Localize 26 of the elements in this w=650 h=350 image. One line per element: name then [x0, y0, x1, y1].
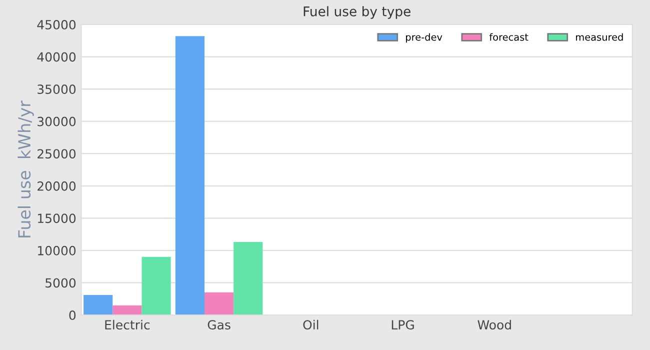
y-axis-title: Fuel use kWh/yr	[18, 100, 34, 238]
y-tick-label: 0	[69, 310, 76, 320]
bar	[84, 294, 113, 315]
y-tick-label: 20000	[38, 181, 76, 191]
x-tick-label: Gas	[208, 320, 230, 330]
chart-title: Fuel use by type	[304, 6, 410, 19]
y-tick-label: 35000	[38, 84, 76, 94]
bar	[112, 305, 142, 315]
y-tick-label: 10000	[38, 246, 76, 256]
x-tick-label: Oil	[303, 320, 318, 330]
y-tick-label: 45000	[37, 20, 76, 30]
legend-label: pre-dev	[406, 33, 442, 43]
x-tick-label: LPG	[392, 320, 414, 330]
y-tick-label: 25000	[38, 149, 76, 159]
x-tick-label: Electric	[105, 320, 150, 330]
bar	[142, 256, 171, 315]
legend-label: measured	[576, 33, 623, 41]
bar	[175, 36, 205, 315]
y-tick-label: 40000	[37, 52, 76, 62]
y-tick-label: 5000	[46, 278, 76, 288]
y-tick-label: 15000	[38, 214, 76, 224]
x-tick-label: Wood	[478, 320, 511, 330]
y-tick-label: 30000	[38, 116, 76, 126]
bar	[234, 242, 263, 315]
bar	[204, 292, 234, 315]
legend-label: forecast	[489, 33, 528, 41]
